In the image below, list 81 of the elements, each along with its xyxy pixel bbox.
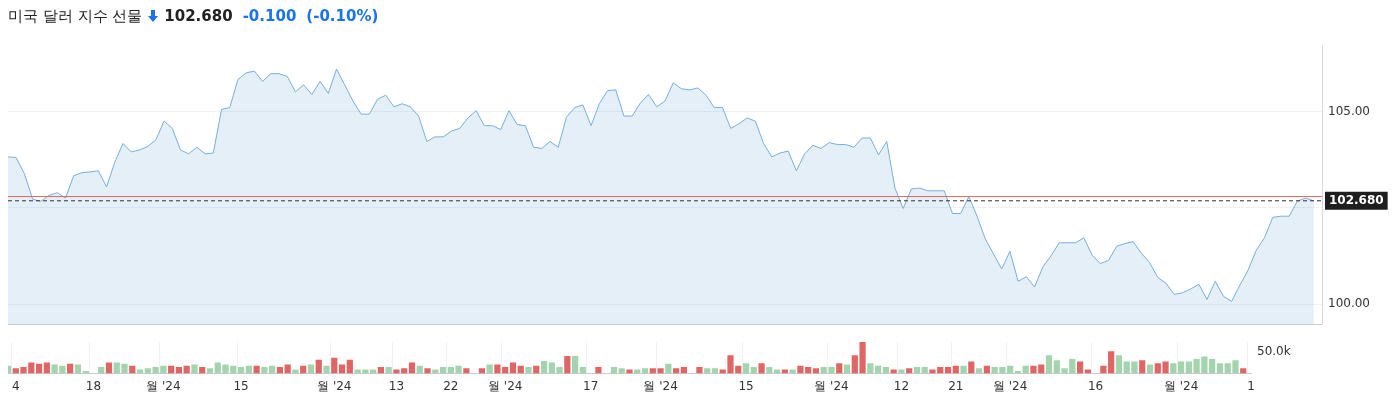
x-tick-label: 15 bbox=[233, 378, 249, 393]
x-tick-label: 22 bbox=[443, 378, 459, 393]
y-tick-label: 105.00 bbox=[1328, 103, 1370, 118]
bar bbox=[890, 369, 897, 374]
bar bbox=[338, 364, 346, 374]
bar bbox=[1115, 355, 1123, 374]
x-tick-label: 18 bbox=[85, 378, 102, 393]
bar bbox=[136, 369, 144, 374]
bar bbox=[432, 369, 439, 374]
bar bbox=[595, 366, 602, 374]
bar bbox=[424, 368, 431, 374]
text: 102.680 bbox=[164, 7, 233, 25]
bar bbox=[618, 368, 625, 374]
bar bbox=[572, 355, 579, 374]
bar bbox=[74, 364, 82, 374]
bar bbox=[307, 364, 315, 374]
y-tick-label: 100.00 bbox=[1328, 296, 1370, 311]
bar bbox=[758, 363, 765, 374]
x-tick-label: 월 '24 bbox=[992, 378, 1028, 393]
bar bbox=[906, 368, 913, 374]
bar bbox=[960, 365, 967, 374]
bar bbox=[1084, 369, 1091, 374]
ref-line-label: 102.680 bbox=[1329, 192, 1384, 207]
x-tick-label: 4 bbox=[11, 378, 20, 393]
bar bbox=[812, 368, 820, 374]
bar bbox=[525, 366, 532, 374]
x-tick-label: 15 bbox=[738, 378, 754, 393]
bar bbox=[564, 355, 571, 374]
bar bbox=[1045, 355, 1053, 374]
bar bbox=[696, 366, 703, 374]
text: -0.100 bbox=[242, 7, 297, 25]
chart-title: 미국 달러 지수 선물 bbox=[8, 6, 143, 26]
bar bbox=[315, 359, 322, 374]
bar bbox=[975, 368, 983, 374]
x-tick-label: 21 bbox=[948, 378, 964, 393]
x-tick-label: 1 bbox=[1247, 378, 1255, 393]
bar bbox=[704, 368, 711, 374]
bar bbox=[292, 369, 299, 374]
bar bbox=[774, 369, 781, 374]
bar bbox=[626, 369, 633, 374]
bar bbox=[370, 369, 377, 374]
x-tick-label: 12 bbox=[893, 378, 910, 393]
bar bbox=[284, 364, 291, 374]
bar bbox=[836, 363, 843, 374]
x-tick-label: 월 '24 bbox=[146, 378, 181, 393]
x-tick-label: 16 bbox=[1087, 378, 1104, 393]
bar bbox=[742, 363, 750, 374]
x-tick-label: 월 '24 bbox=[488, 378, 523, 393]
bar bbox=[1240, 368, 1247, 374]
bar bbox=[898, 369, 905, 374]
bar bbox=[634, 369, 641, 374]
bar bbox=[191, 364, 198, 374]
x-tick-label: 월 '24 bbox=[643, 378, 678, 393]
bar bbox=[711, 368, 719, 374]
bar bbox=[843, 364, 851, 374]
bar bbox=[673, 368, 680, 374]
text: (-0.10%) bbox=[306, 7, 379, 25]
x-tick-label: 13 bbox=[388, 378, 405, 393]
bar bbox=[1139, 360, 1146, 374]
bar bbox=[253, 365, 260, 374]
bar bbox=[1170, 363, 1177, 374]
bar bbox=[1209, 359, 1216, 374]
bar bbox=[641, 368, 649, 374]
bar bbox=[346, 359, 353, 374]
bar bbox=[789, 369, 796, 374]
bar bbox=[463, 368, 470, 374]
x-tick-label: 월 '24 bbox=[1163, 378, 1199, 393]
bar bbox=[540, 360, 548, 374]
bar bbox=[1146, 364, 1154, 374]
bar bbox=[331, 357, 338, 374]
bar bbox=[486, 364, 493, 374]
bar bbox=[323, 365, 330, 374]
bar bbox=[1216, 363, 1224, 374]
x-tick-label: 월 '24 bbox=[317, 378, 352, 393]
bar bbox=[781, 369, 788, 374]
x-tick-label: 월 '24 bbox=[814, 378, 849, 393]
x-tick-label: 17 bbox=[583, 378, 599, 393]
bar bbox=[206, 368, 214, 374]
bar bbox=[478, 368, 485, 374]
text: 50.0k bbox=[1257, 344, 1291, 359]
bar bbox=[867, 363, 874, 374]
